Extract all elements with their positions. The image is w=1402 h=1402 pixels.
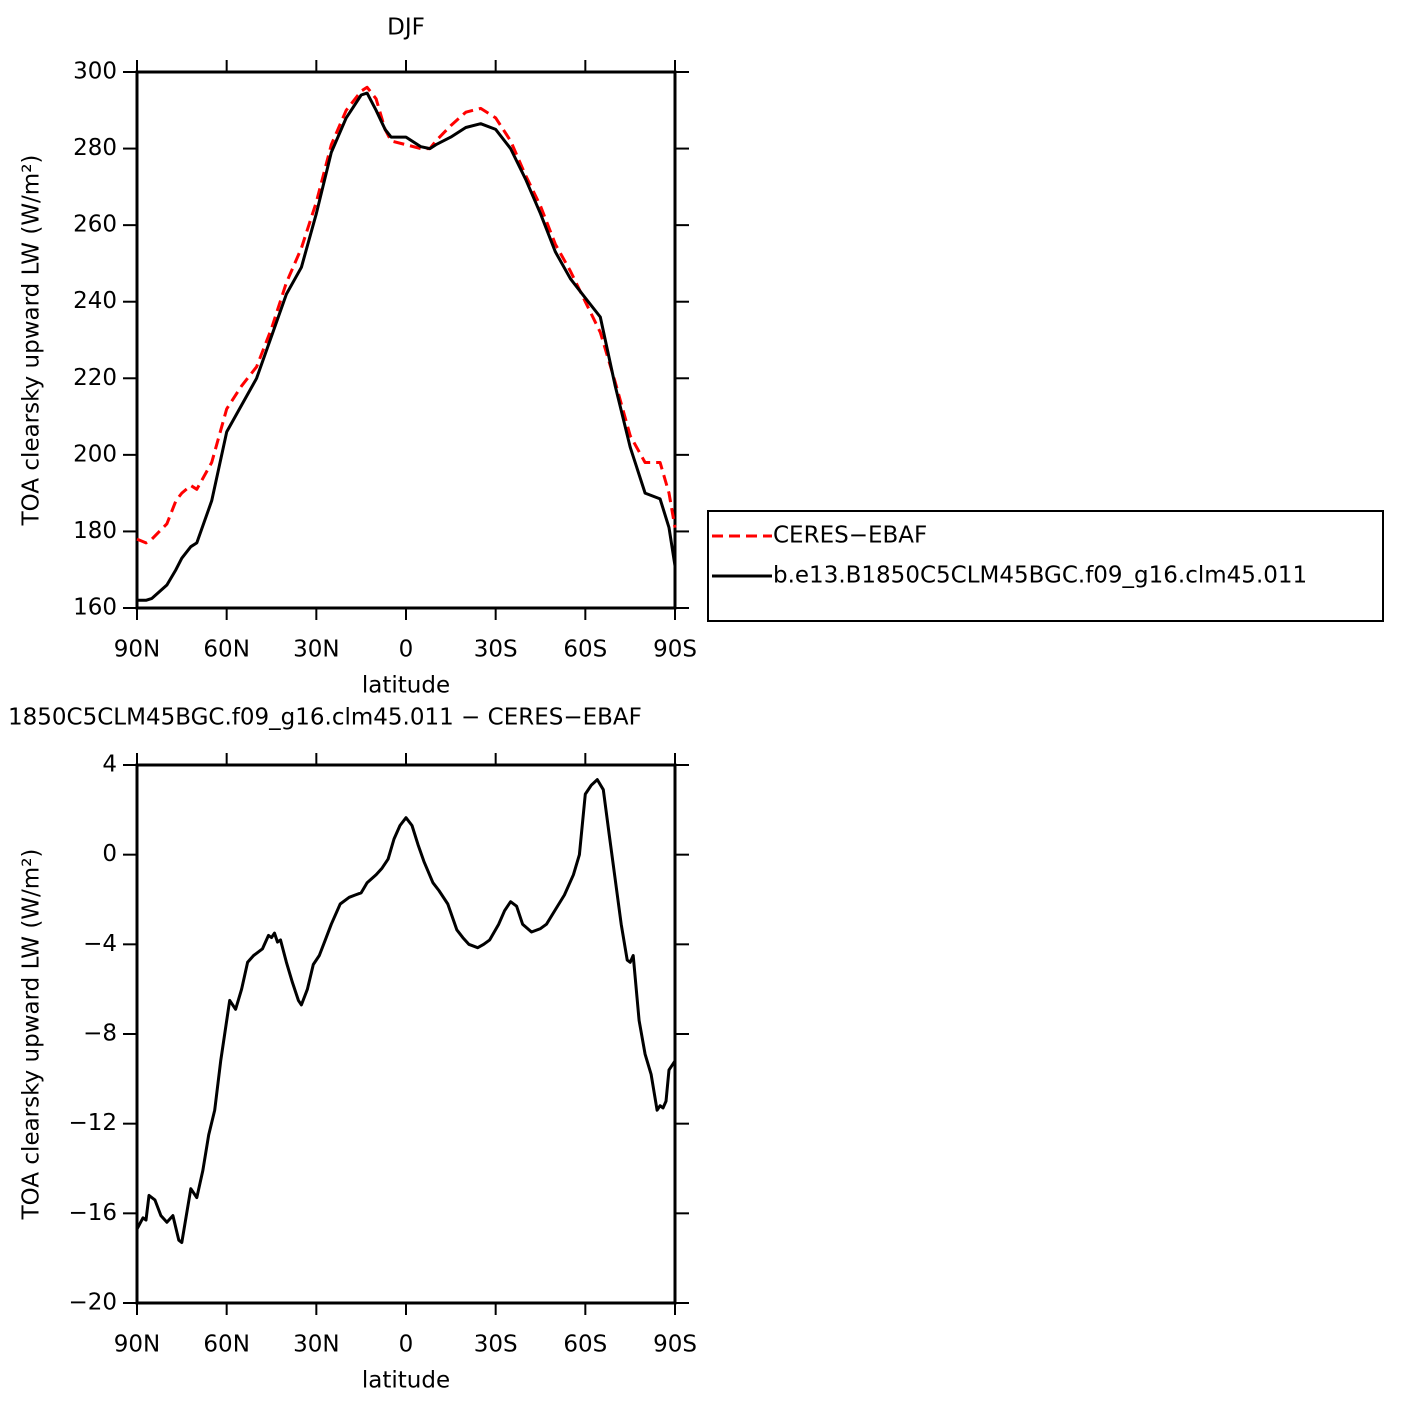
legend-box: [707, 510, 1384, 622]
y-tick-label: −8: [83, 1021, 117, 1047]
x-tick-label: 30S: [474, 1332, 518, 1358]
y-axis-label: TOA clearsky upward LW (W/m²): [19, 849, 45, 1221]
y-tick-label: −12: [68, 1110, 117, 1136]
data-line: [137, 91, 677, 602]
y-tick-label: −20: [68, 1290, 117, 1316]
x-tick-label: 90N: [114, 1332, 160, 1358]
x-tick-label: 60S: [563, 637, 607, 663]
x-tick-label: 0: [399, 1332, 414, 1358]
y-tick-label: −4: [83, 931, 117, 957]
x-tick-label: 30N: [293, 1332, 339, 1358]
y-axis-label: TOA clearsky upward LW (W/m²): [19, 155, 45, 527]
x-tick-label: 90S: [653, 1332, 697, 1358]
y-tick-label: 160: [73, 595, 117, 621]
legend-label: CERES−EBAF: [773, 523, 927, 549]
y-tick-label: 300: [73, 59, 117, 85]
x-tick-label: 30S: [474, 637, 518, 663]
chart-title: DJF: [387, 15, 425, 41]
x-tick-label: 90N: [114, 637, 160, 663]
y-tick-label: 0: [102, 841, 117, 867]
x-tick-label: 30N: [293, 637, 339, 663]
y-tick-label: 4: [102, 752, 117, 778]
legend-label: b.e13.B1850C5CLM45BGC.f09_g16.clm45.011: [773, 563, 1307, 589]
chart-title: 1850C5CLM45BGC.f09_g16.clm45.011 − CERES…: [8, 705, 642, 731]
x-tick-label: 90S: [653, 637, 697, 663]
x-tick-label: 60N: [203, 637, 249, 663]
x-tick-label: 0: [399, 637, 414, 663]
y-tick-label: 260: [73, 212, 117, 238]
plot-frame: [135, 763, 677, 1305]
x-tick-label: 60S: [563, 1332, 607, 1358]
y-tick-label: 240: [73, 288, 117, 314]
x-axis-label: latitude: [362, 1368, 450, 1394]
y-tick-label: 180: [73, 518, 117, 544]
data-line: [135, 778, 677, 1244]
y-tick-label: 200: [73, 441, 117, 467]
y-tick-label: 220: [73, 365, 117, 391]
y-tick-label: 280: [73, 135, 117, 161]
x-tick-label: 60N: [203, 1332, 249, 1358]
y-tick-label: −16: [68, 1200, 117, 1226]
plot-frame: [135, 70, 677, 610]
x-axis-label: latitude: [362, 673, 450, 699]
